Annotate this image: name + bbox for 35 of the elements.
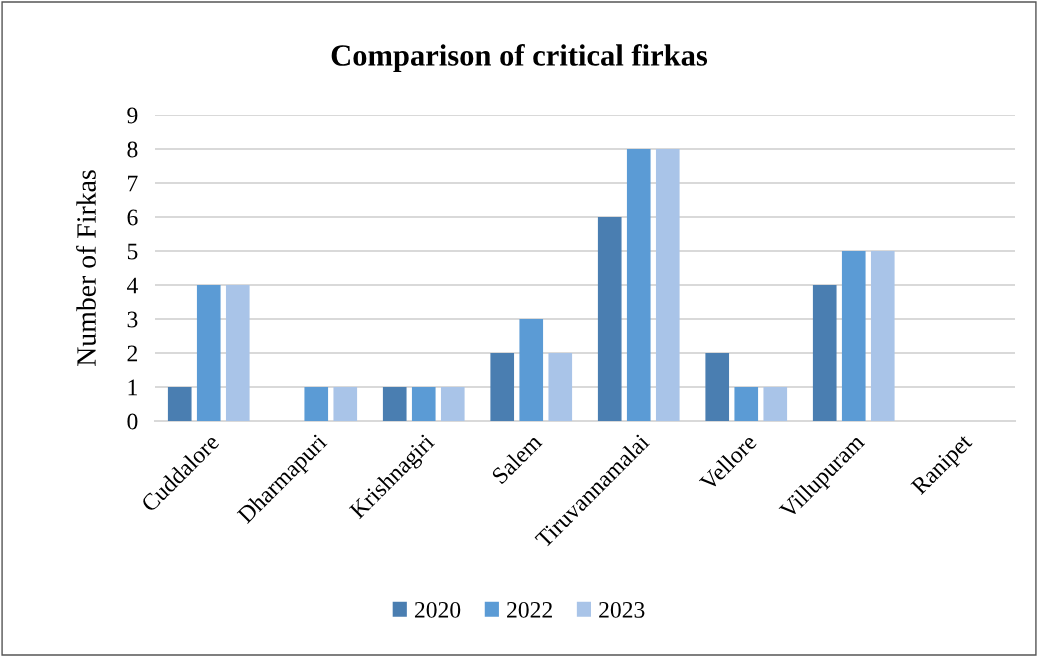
y-tick-label: 0 [127, 413, 138, 430]
bar [705, 353, 730, 421]
bar [841, 251, 866, 421]
bar [870, 251, 895, 421]
chart-title: Comparison of critical firkas [331, 43, 708, 73]
y-tick-label: 7 [128, 175, 138, 192]
y-tick-label: 6 [127, 209, 138, 226]
bar [597, 217, 622, 421]
bar [734, 387, 759, 421]
bar [626, 149, 651, 421]
bar [548, 353, 573, 421]
bar [655, 149, 680, 421]
y-tick-label: 4 [126, 277, 138, 294]
legend-label: 2020 [414, 601, 461, 618]
y-tick-label: 9 [127, 107, 138, 124]
bar [519, 319, 544, 421]
y-tick-label: 8 [127, 141, 138, 158]
bar [196, 285, 221, 421]
y-tick-label: 3 [127, 311, 138, 328]
bar [490, 353, 515, 421]
bar [763, 387, 788, 421]
bar [333, 387, 358, 421]
legend-label: 2023 [599, 601, 645, 618]
bar [167, 387, 192, 421]
bar [304, 387, 329, 421]
legend-label: 2022 [507, 601, 552, 618]
y-tick-label: 2 [127, 345, 138, 362]
bar [440, 387, 465, 421]
bar [225, 285, 250, 421]
bar [382, 387, 407, 421]
y-axis-title: Number of Firkas [76, 170, 96, 366]
bar [812, 285, 837, 421]
y-tick-label: 5 [127, 243, 138, 260]
y-tick-label: 1 [128, 379, 137, 396]
bar [411, 387, 436, 421]
